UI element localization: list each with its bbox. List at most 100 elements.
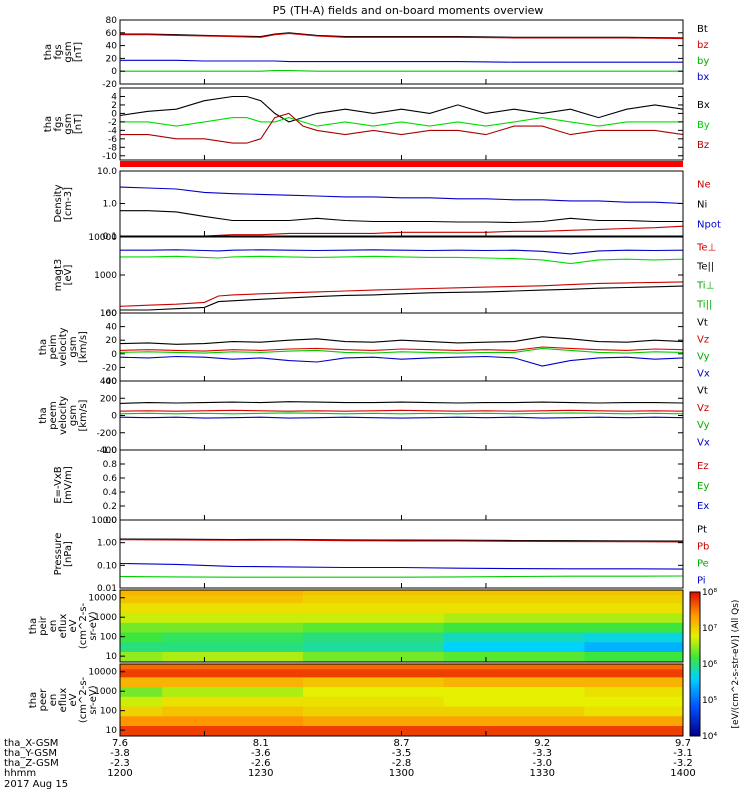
series-line-Vy bbox=[119, 412, 684, 415]
spectrogram-cell bbox=[584, 612, 684, 623]
series-line-Bt bbox=[120, 32, 684, 39]
y-tick-label: -8 bbox=[108, 143, 117, 153]
footer-value: -3.8 bbox=[110, 748, 130, 759]
spectrogram-cell bbox=[302, 715, 445, 726]
spectrogram-cell bbox=[584, 632, 684, 643]
footer-value: -3.3 bbox=[532, 748, 552, 759]
spectrogram-cell bbox=[162, 602, 304, 614]
colorbar-segment bbox=[690, 664, 700, 667]
y-axis-label: Density bbox=[53, 184, 64, 222]
legend-Pt: Pt bbox=[697, 525, 707, 536]
panel-pressure: 10.00 1.00 0.10 0.01 Pressure [nPa] Pt Pb Pe Pi bbox=[53, 516, 709, 594]
colorbar-segment bbox=[690, 637, 700, 641]
y-axis-label: E=-VxB bbox=[53, 466, 64, 503]
colorbar-segment bbox=[690, 613, 700, 617]
series-line-Bx bbox=[119, 95, 684, 123]
series-line-Vt bbox=[119, 336, 684, 345]
spectrogram-cell bbox=[302, 651, 445, 663]
colorbar-segment bbox=[690, 616, 700, 619]
panel-peer_spec: 10000 1000 100 10 tha peer en eflux eV (cm^2-s-sr… bbox=[28, 663, 684, 737]
spectrogram-cell bbox=[120, 602, 163, 614]
series-line-Pi bbox=[119, 575, 684, 578]
y-axis-label: eflux bbox=[58, 614, 69, 639]
y-tick-label: -40 bbox=[102, 377, 117, 387]
colorbar-segment bbox=[690, 647, 700, 651]
y-axis-label: peem bbox=[48, 401, 59, 429]
spectrogram-cell bbox=[443, 668, 585, 678]
y-axis-label: tha bbox=[38, 339, 49, 355]
legend-Te||: Te|| bbox=[696, 262, 714, 273]
y-axis-label: [km/s] bbox=[78, 331, 89, 363]
spectrogram-cell bbox=[443, 602, 585, 614]
spectrogram-cell bbox=[162, 664, 304, 670]
y-axis-label: gsm bbox=[68, 336, 79, 357]
legend-Bz: Bz bbox=[697, 140, 709, 151]
panel-fgs_mag: 80 60 40 20 0 -20 tha fgs gsm [nT] Bt bz by bx bbox=[43, 16, 709, 90]
footer-value: -3.5 bbox=[392, 748, 412, 759]
colorbar-segment bbox=[690, 656, 700, 660]
y-tick-label: -10 bbox=[102, 152, 117, 162]
legend-Vz: Vz bbox=[697, 335, 709, 346]
ephemeris-footer: tha_X-GSM 7.6 8.1 8.7 9.2 9.7 tha_Y-GSM -3.8 -3.… bbox=[4, 738, 696, 790]
colorbar-segment bbox=[690, 601, 700, 605]
y-tick-label: 0.10 bbox=[97, 561, 117, 571]
spectrogram-cell bbox=[162, 651, 304, 663]
y-tick-label: 0.6 bbox=[103, 474, 118, 484]
footer-value: -3.0 bbox=[532, 758, 552, 769]
y-tick-label: 0 bbox=[111, 67, 117, 77]
y-axis-label: [eV] bbox=[63, 265, 74, 286]
spectrogram-cell bbox=[302, 622, 445, 633]
spectrogram-cell bbox=[443, 612, 585, 623]
y-tick-label: 1.00 bbox=[97, 539, 117, 549]
panel-peir_spec: 10000 1000 100 10 tha peir en eflux eV (cm^2-s-sr… bbox=[28, 589, 684, 663]
y-tick-label: 1000 bbox=[94, 271, 117, 281]
colorbar-segment bbox=[690, 712, 700, 715]
y-tick-label: 0.4 bbox=[103, 488, 118, 498]
colorbar-segment bbox=[690, 635, 700, 639]
colorbar-segment bbox=[690, 649, 700, 653]
spectrogram-cell bbox=[443, 706, 585, 717]
colorbar-segment bbox=[690, 702, 700, 706]
y-tick-label: 2 bbox=[111, 101, 117, 111]
y-axis-label: en bbox=[48, 694, 59, 707]
footer-row-label: tha_Y-GSM bbox=[4, 748, 57, 759]
y-tick-label: 0.0 bbox=[103, 516, 118, 526]
footer-value: -3.6 bbox=[251, 748, 271, 759]
legend-Npot: Npot bbox=[697, 220, 721, 231]
spectrogram-cell bbox=[443, 594, 585, 604]
spectrogram-cell bbox=[443, 641, 585, 652]
colorbar-segment bbox=[690, 630, 700, 634]
spectrogram-cell bbox=[162, 706, 304, 717]
spectrogram-cell bbox=[302, 594, 445, 604]
series-line-Pe bbox=[119, 562, 684, 570]
series-line-Vz bbox=[119, 346, 684, 352]
spectrogram-cell bbox=[120, 641, 163, 652]
y-tick-label: 0.01 bbox=[97, 584, 117, 594]
y-tick-label: 0.2 bbox=[103, 502, 117, 512]
footer-date: 2017 Aug 15 bbox=[4, 779, 68, 790]
colorbar-segment bbox=[690, 726, 700, 730]
spectrogram-cell bbox=[120, 632, 163, 643]
colorbar-segment bbox=[690, 709, 700, 713]
y-tick-label: 20 bbox=[106, 336, 118, 346]
y-tick-label: 80 bbox=[106, 16, 118, 26]
y-tick-label: 100 bbox=[100, 309, 117, 319]
spectrogram-cell bbox=[302, 612, 445, 623]
y-tick-label: 1.0 bbox=[103, 446, 118, 456]
y-tick-label: 0 bbox=[111, 109, 117, 119]
spectrogram-cell bbox=[162, 612, 304, 623]
colorbar-label: [eV/(cm^2-s-str-eV)] (All Qs) bbox=[731, 600, 741, 729]
colorbar-segment bbox=[690, 644, 700, 648]
spectrogram-cell bbox=[162, 622, 304, 633]
y-tick-label: 60 bbox=[106, 29, 118, 39]
spectrogram-cell bbox=[162, 590, 304, 596]
colorbar-segment bbox=[690, 719, 700, 723]
y-tick-label: -20 bbox=[102, 80, 117, 90]
y-axis-label: tha bbox=[28, 692, 39, 708]
colorbar-tick-label: 10⁵ bbox=[702, 696, 717, 706]
spectrogram-cell bbox=[443, 696, 585, 707]
spectrogram-cell bbox=[584, 664, 684, 670]
spectrogram-cell bbox=[120, 590, 163, 596]
panel-peim_vel: 60 40 20 0 -20 -40 tha peim velocity gsm [km/s] Vt V… bbox=[38, 309, 710, 387]
